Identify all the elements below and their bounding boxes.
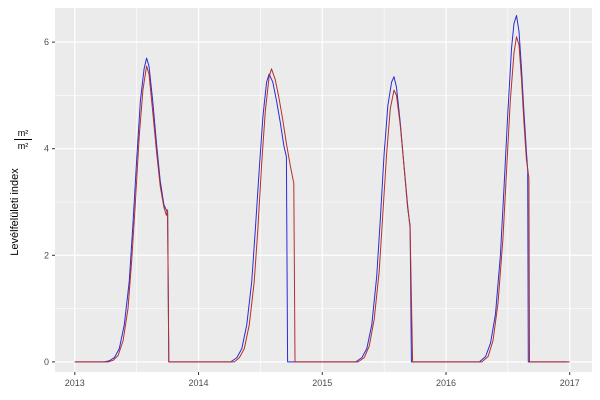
y-axis-label: Levélfelületi index xyxy=(9,168,21,256)
series-line-blue xyxy=(74,15,568,363)
unit-numerator: m² xyxy=(17,128,29,138)
y-tick-label: 0 xyxy=(44,357,49,367)
y-tick-label: 2 xyxy=(44,250,49,260)
x-tick-label: 2017 xyxy=(560,378,580,388)
x-tick-label: 2014 xyxy=(189,378,209,388)
y-tick-label: 6 xyxy=(44,37,49,47)
unit-denominator: m² xyxy=(17,141,29,152)
x-tick-label: 2016 xyxy=(436,378,456,388)
x-tick-label: 2013 xyxy=(65,378,85,388)
y-axis-unit-fraction: m² m² xyxy=(8,128,38,152)
y-tick-label: 4 xyxy=(44,144,49,154)
plot-panel xyxy=(55,8,592,372)
x-tick-label: 2015 xyxy=(312,378,332,388)
fraction-bar xyxy=(14,139,32,141)
series-line-red xyxy=(74,36,570,363)
